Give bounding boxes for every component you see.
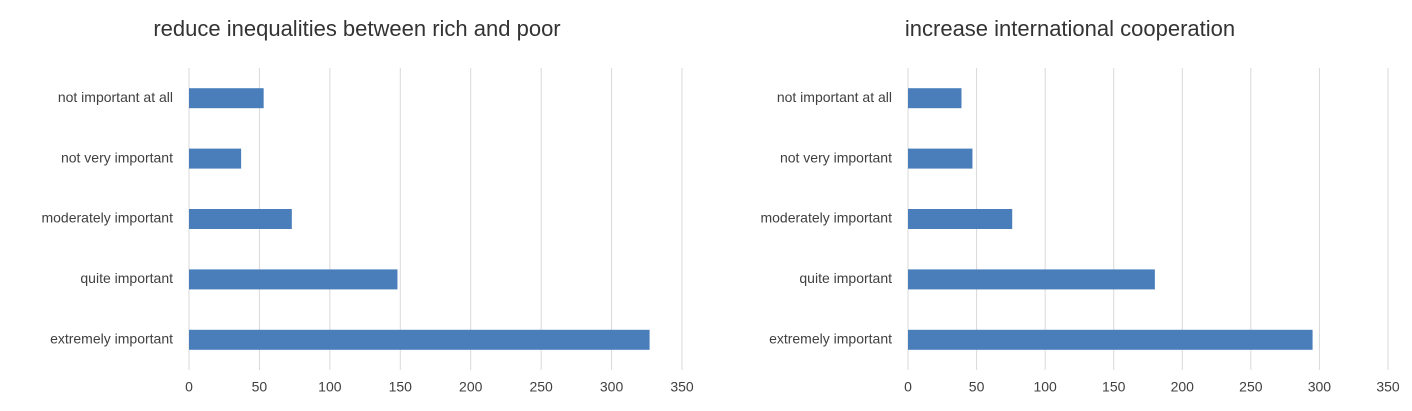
chart-title: increase international cooperation xyxy=(905,16,1235,41)
x-tick-label: 200 xyxy=(1171,379,1195,395)
chart-title: reduce inequalities between rich and poo… xyxy=(153,16,560,41)
x-tick-label: 350 xyxy=(1376,379,1400,395)
x-tick-label: 250 xyxy=(1239,379,1263,395)
x-tick-label: 0 xyxy=(904,379,912,395)
bar xyxy=(189,148,242,169)
bar xyxy=(189,209,292,229)
y-tick-label: quite important xyxy=(799,270,892,286)
bar xyxy=(908,329,1313,350)
y-tick-label: not important at all xyxy=(58,89,173,105)
x-tick-label: 250 xyxy=(529,379,553,395)
bar xyxy=(908,148,973,169)
x-tick-label: 350 xyxy=(670,379,694,395)
bar xyxy=(908,269,1155,290)
y-tick-label: not very important xyxy=(780,149,892,165)
x-tick-label: 0 xyxy=(185,379,193,395)
bar xyxy=(908,209,1013,229)
x-tick-label: 100 xyxy=(318,379,342,395)
x-tick-label: 200 xyxy=(459,379,483,395)
y-tick-label: moderately important xyxy=(760,210,892,226)
y-tick-label: quite important xyxy=(80,270,173,286)
y-tick-label: extremely important xyxy=(50,331,173,347)
bar xyxy=(189,329,650,350)
bar xyxy=(189,269,398,290)
x-tick-label: 150 xyxy=(389,379,413,395)
y-tick-label: not very important xyxy=(61,149,173,165)
x-tick-label: 100 xyxy=(1033,379,1057,395)
x-tick-label: 300 xyxy=(600,379,624,395)
y-tick-label: not important at all xyxy=(777,89,892,105)
x-tick-label: 300 xyxy=(1308,379,1332,395)
y-tick-label: extremely important xyxy=(769,331,892,347)
y-tick-label: moderately important xyxy=(41,210,173,226)
x-tick-label: 50 xyxy=(252,379,268,395)
bar xyxy=(189,88,264,109)
bar xyxy=(908,88,962,109)
x-tick-label: 150 xyxy=(1102,379,1126,395)
x-tick-label: 50 xyxy=(969,379,985,395)
